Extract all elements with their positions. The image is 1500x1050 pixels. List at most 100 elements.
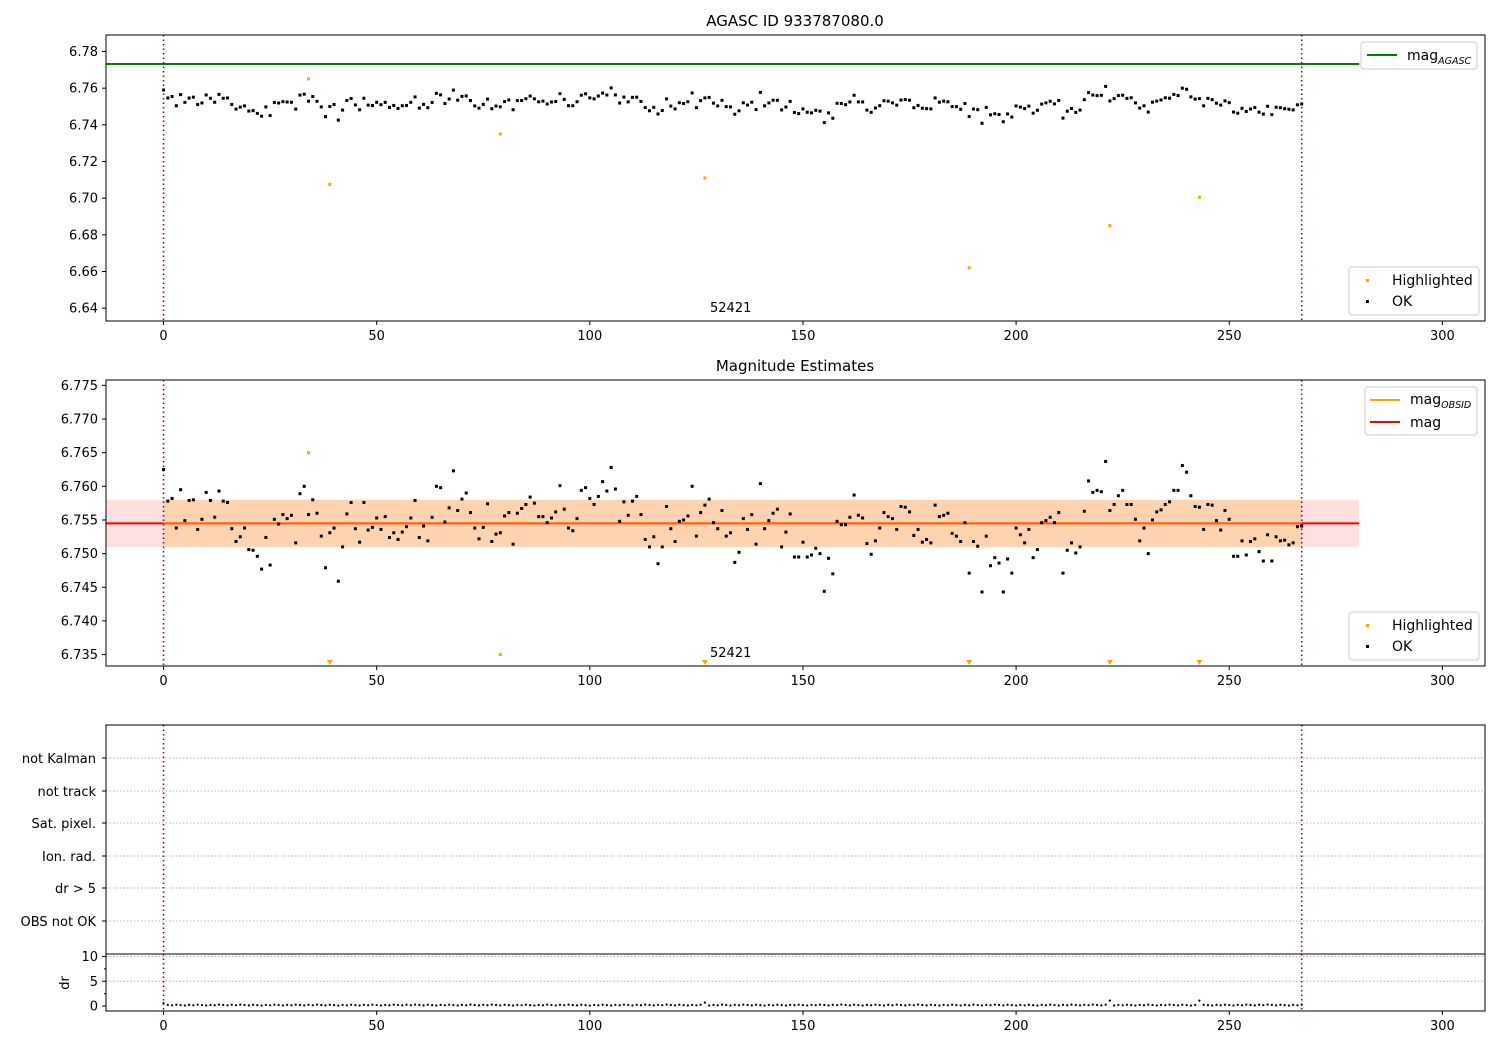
dr-point: [1100, 1004, 1103, 1007]
ok-point: [989, 113, 993, 117]
ok-point: [579, 488, 583, 492]
dr-point: [183, 1004, 186, 1007]
dr-point: [588, 1004, 591, 1007]
ok-point: [1176, 94, 1180, 98]
y-tick-label: 0: [90, 1000, 98, 1015]
ok-point: [1061, 116, 1065, 120]
ok-point: [694, 106, 698, 110]
dr-point: [469, 1003, 472, 1006]
dr-point: [631, 1004, 634, 1007]
highlighted-point: [1108, 224, 1112, 228]
dr-point: [644, 1003, 647, 1006]
ok-point: [1057, 511, 1061, 515]
dr-point: [1014, 1004, 1018, 1007]
dr-point: [951, 1003, 954, 1006]
dr-point: [571, 1003, 574, 1007]
ok-point: [170, 95, 174, 99]
panel-title: AGASC ID 933787080.0: [706, 12, 884, 30]
ok-point: [652, 535, 656, 539]
dr-point: [405, 1003, 408, 1006]
dr-point: [840, 1003, 843, 1006]
ok-point: [507, 98, 511, 102]
ok-point: [430, 100, 434, 104]
ok-point: [886, 99, 890, 103]
dr-point: [345, 1004, 348, 1007]
ok-point: [187, 498, 191, 502]
ok-point: [660, 545, 664, 549]
ok-point: [954, 534, 958, 538]
ok-point: [746, 103, 750, 107]
ok-point: [1244, 553, 1248, 557]
dr-point: [759, 1004, 762, 1007]
flag-label-not-kalman: not Kalman: [22, 752, 96, 767]
ok-point: [822, 589, 826, 593]
ok-point: [468, 511, 472, 515]
dr-point: [558, 1003, 562, 1006]
dr-point: [929, 1003, 932, 1006]
plot-area: [104, 954, 1485, 1011]
dr-point: [703, 1001, 707, 1004]
highlighted-point: [498, 653, 502, 657]
ok-point: [673, 540, 677, 544]
dr-point: [746, 1003, 749, 1007]
ok-point: [1095, 488, 1099, 492]
ok-point: [720, 98, 724, 102]
ok-point: [1087, 91, 1091, 95]
dr-point: [678, 1003, 681, 1006]
ok-point: [946, 511, 950, 515]
dr-point: [853, 1003, 856, 1006]
dr-point: [742, 1003, 745, 1006]
ok-point: [217, 92, 221, 96]
ok-point: [562, 97, 566, 101]
ok-point: [703, 503, 707, 507]
dr-point: [1211, 1004, 1214, 1007]
dr-point: [1159, 1003, 1163, 1006]
dr-point: [1283, 1004, 1286, 1007]
ok-point: [498, 105, 502, 109]
dr-point: [550, 1003, 553, 1007]
ok-point: [162, 468, 166, 472]
ok-point: [1236, 111, 1240, 115]
y-tick-label: 6.68: [69, 228, 98, 243]
ok-point: [413, 498, 417, 502]
dr-point: [635, 1003, 638, 1006]
dr-point: [887, 1003, 890, 1006]
ok-point: [264, 535, 268, 539]
ok-point: [814, 108, 818, 112]
ok-point: [1125, 502, 1129, 506]
ok-point: [396, 537, 400, 541]
plot-area: [106, 380, 1360, 666]
flag-label-obs-not-ok: OBS not OK: [21, 915, 97, 930]
dr-point: [776, 1003, 779, 1006]
dr-point: [230, 1003, 233, 1006]
y-tick-label: 6.66: [69, 265, 98, 280]
ok-point: [1155, 510, 1159, 514]
dr-point: [384, 1003, 387, 1006]
ok-point: [302, 484, 306, 488]
ok-point: [1087, 479, 1091, 483]
dr-point: [529, 1003, 532, 1007]
ok-point: [451, 469, 455, 473]
dr-point: [904, 1004, 907, 1007]
ok-point: [345, 512, 349, 516]
ok-point: [1040, 102, 1044, 106]
ok-point: [443, 102, 447, 106]
y-tick-label: 6.745: [61, 581, 98, 596]
ok-point: [1023, 541, 1027, 545]
x-tick-label: 0: [159, 1019, 167, 1034]
dr-point: [1219, 1004, 1222, 1007]
ok-point: [984, 534, 988, 538]
ok-point: [1151, 100, 1155, 104]
dr-point: [720, 1003, 724, 1006]
ok-point: [1249, 540, 1253, 544]
ok-point: [720, 509, 724, 513]
dr-point: [213, 1004, 216, 1007]
dr-point: [725, 1003, 728, 1007]
ok-point: [1121, 93, 1125, 97]
ok-point: [1168, 96, 1172, 100]
x-tick-label: 200: [1004, 1019, 1029, 1034]
ok-point: [579, 93, 583, 97]
dr-point: [584, 1004, 587, 1007]
ok-point: [724, 534, 728, 538]
ok-point: [464, 491, 468, 495]
